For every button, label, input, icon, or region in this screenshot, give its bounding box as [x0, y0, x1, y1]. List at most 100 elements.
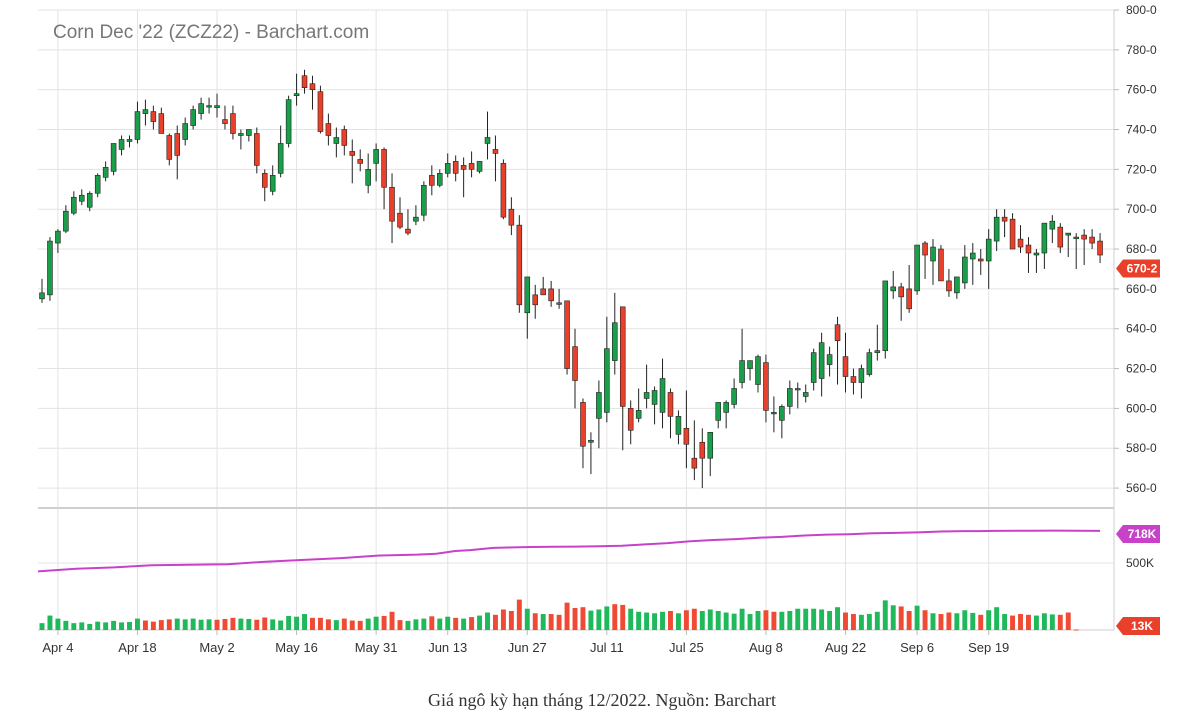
candle-body: [739, 360, 745, 383]
candle-body: [850, 376, 857, 383]
volume-bar: [516, 599, 522, 630]
volume-bar: [294, 616, 300, 630]
x-tick-label: Apr 18: [118, 640, 156, 655]
candle-body: [1089, 236, 1095, 244]
candle-body: [1025, 244, 1032, 254]
volume-bar: [158, 620, 164, 630]
volume-bar: [365, 618, 371, 630]
volume-badge-text: 13K: [1131, 619, 1153, 633]
volume-bar: [763, 610, 769, 630]
candle-body: [993, 216, 1000, 242]
volume-bar: [87, 623, 93, 630]
candle-body: [484, 137, 491, 144]
volume-bar: [373, 616, 379, 630]
candle-body: [890, 286, 896, 292]
candle-body: [150, 111, 157, 122]
volume-bar: [652, 613, 658, 630]
volume-bar: [103, 622, 109, 630]
volume-bar: [930, 613, 936, 630]
volume-bar: [421, 618, 427, 630]
candle-body: [763, 362, 769, 411]
volume-bar: [142, 620, 148, 630]
price-tick-label: 680-0: [1126, 242, 1157, 256]
volume-bar: [55, 618, 61, 630]
volume-bar: [325, 619, 331, 630]
candle-body: [230, 113, 236, 134]
volume-bar: [620, 604, 626, 630]
candle-body: [94, 175, 101, 194]
volume-bar: [333, 620, 339, 630]
open-interest-badge-shape: [1116, 525, 1160, 543]
volume-bar: [723, 612, 729, 630]
volume-bar: [668, 611, 673, 630]
volume-bar: [898, 606, 904, 630]
volume-badge: 13K: [1116, 617, 1160, 635]
volume-bar: [341, 618, 347, 630]
chart-title: Corn Dec '22 (ZCZ22) - Barchart.com: [53, 22, 369, 43]
candle-body: [1097, 240, 1103, 256]
volume-bar: [381, 615, 387, 630]
volume-bar: [699, 611, 705, 630]
candle-body: [182, 123, 188, 140]
volume-bar: [39, 623, 45, 630]
candle-body: [102, 167, 109, 178]
candle-body: [747, 360, 753, 369]
volume-bar: [604, 606, 610, 630]
candle-body: [452, 161, 459, 174]
price-tick-label: 720-0: [1126, 162, 1157, 176]
volume-bar: [127, 622, 132, 630]
volume-bar: [970, 612, 976, 630]
volume-bar: [461, 618, 467, 630]
candle-body: [1073, 236, 1079, 239]
volume-bar: [405, 620, 411, 630]
volume-bar: [1049, 614, 1055, 630]
candle-body: [190, 109, 196, 126]
volume-bar: [795, 608, 801, 630]
price-tick-label: 780-0: [1126, 43, 1157, 57]
candle-body: [691, 457, 698, 469]
candle-body: [659, 378, 666, 413]
candle-body: [635, 410, 642, 419]
volume-bar: [524, 608, 530, 630]
volume-bar: [691, 608, 697, 630]
candle-body: [834, 324, 841, 341]
candle-body: [381, 149, 387, 188]
candle-body: [413, 216, 419, 222]
candle-body: [71, 196, 77, 214]
volume-bar: [811, 608, 817, 630]
volume-bar: [890, 605, 896, 630]
candle-body: [588, 439, 594, 443]
candle-body: [492, 149, 499, 154]
value-badges: 670-2 718K 13K: [1116, 259, 1160, 635]
candle-body: [683, 428, 690, 445]
volume-bar: [222, 618, 228, 630]
volume-bar: [779, 611, 785, 630]
candle-body: [977, 258, 984, 262]
candle-body: [277, 143, 284, 174]
candle-body: [866, 352, 873, 375]
candle-body: [460, 165, 467, 170]
candle-body: [309, 83, 316, 90]
last-price-badge-text: 670-2: [1127, 261, 1158, 275]
candle-body: [373, 149, 379, 164]
candle-body: [874, 350, 881, 353]
volume-bar: [190, 618, 196, 630]
volume-bar: [938, 614, 944, 630]
volume-bar: [119, 622, 125, 630]
candle-body: [794, 388, 801, 391]
volume-bar: [246, 618, 252, 630]
volume-bar: [572, 607, 578, 630]
volume-bar: [262, 617, 268, 630]
volume-bar: [47, 615, 53, 630]
candle-body: [906, 288, 912, 310]
candle-body: [675, 416, 682, 435]
volume-bar: [596, 609, 602, 630]
candle-body: [126, 139, 133, 142]
volume-bar: [214, 619, 220, 630]
volume-bar: [230, 617, 236, 630]
volume-bar: [254, 619, 260, 630]
volume-bar: [492, 614, 498, 630]
volume-bar: [270, 619, 276, 630]
volume-bar: [174, 618, 180, 630]
candle-body: [47, 240, 53, 296]
